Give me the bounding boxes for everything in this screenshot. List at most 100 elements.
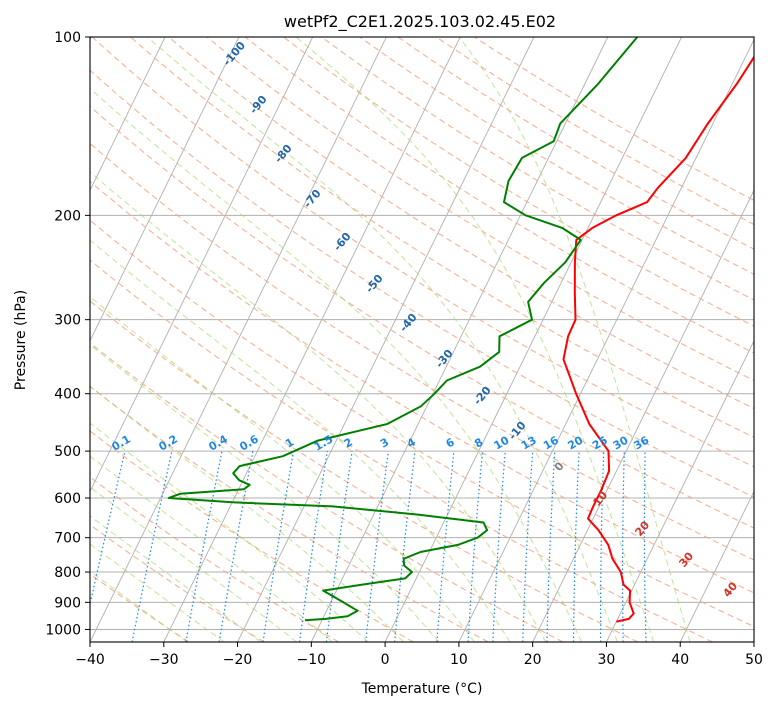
- y-tick-label: 200: [54, 208, 81, 224]
- x-tick-label: 40: [671, 652, 689, 668]
- dry-adiabat-label: -30: [433, 347, 456, 371]
- mixing-ratio-line: [366, 451, 389, 642]
- mixing-ratio-label: 20: [565, 433, 585, 452]
- moist-adiabat-line: [0, 37, 546, 642]
- moist-adiabat-line: [459, 37, 690, 642]
- dry-adiabat-line: [398, 37, 775, 642]
- y-tick-label: 900: [54, 595, 81, 611]
- moist-adiabat-line: [0, 37, 260, 642]
- mixing-ratio-label: 0.1: [110, 433, 133, 454]
- moist-adiabat-line: [0, 37, 510, 642]
- dry-adiabat-line: [0, 37, 775, 642]
- x-tick-label: −40: [75, 652, 105, 668]
- x-tick-label: 20: [524, 652, 542, 668]
- y-axis-label: Pressure (hPa): [13, 290, 29, 390]
- y-tick-label: 1000: [45, 622, 81, 638]
- moist-adiabat-label: 40: [720, 579, 740, 599]
- mixing-ratio-label: 16: [541, 433, 561, 452]
- profile-layer: [169, 37, 767, 622]
- x-tick-label: −30: [149, 652, 179, 668]
- mixing-ratio-label: 36: [632, 433, 652, 452]
- moist-adiabat-label: 30: [676, 549, 696, 569]
- moist-adiabat-line: [0, 37, 368, 642]
- dry-adiabat-line: [0, 37, 775, 642]
- mixing-ratio-label: 2: [342, 436, 355, 451]
- mixing-ratio-line: [468, 451, 482, 642]
- moist-adiabat-line: [147, 37, 617, 642]
- dry-adiabat-label: -20: [471, 384, 494, 408]
- moist-adiabat-line: [0, 37, 404, 642]
- x-tick-label: 50: [745, 652, 763, 668]
- dry-adiabat-line: [0, 37, 264, 642]
- dry-adiabat-label: -90: [247, 93, 270, 117]
- y-tick-label: 400: [54, 387, 81, 403]
- x-tick-label: −20: [223, 652, 253, 668]
- mixing-ratio-line: [601, 451, 604, 642]
- y-tick-label: 100: [54, 30, 81, 46]
- dry-adiabat-line: [0, 37, 488, 642]
- y-tick-label: 600: [54, 491, 81, 507]
- dry-adiabat-line: [0, 37, 563, 642]
- mixing-ratio-line: [132, 451, 172, 642]
- mixing-ratio-label: 4: [405, 435, 418, 450]
- y-tick-label: 300: [54, 313, 81, 329]
- isotherm-line: [16, 37, 313, 642]
- isotherm-line: [606, 37, 775, 642]
- mixing-ratio-line: [219, 451, 253, 642]
- mixing-ratio-line: [493, 451, 505, 642]
- dry-adiabat-line: [245, 37, 775, 642]
- temperature-profile-line: [564, 37, 768, 622]
- isotherm-line: [459, 37, 755, 642]
- plot-background-layer: [0, 37, 775, 642]
- mixing-ratio-label: 13: [519, 434, 539, 453]
- chart-title: wetPf2_C2E1.2025.103.02.45.E02: [284, 12, 556, 32]
- dry-adiabat-line: [0, 37, 713, 642]
- x-tick-label: −10: [297, 652, 327, 668]
- mixing-ratio-line: [547, 451, 555, 642]
- dry-adiabat-line: [207, 37, 775, 642]
- moist-adiabat-line: [296, 37, 654, 642]
- dry-adiabat-line: [322, 37, 775, 642]
- dry-adiabat-label: -50: [363, 272, 386, 296]
- mixing-ratio-line: [186, 451, 222, 642]
- x-tick-label: 0: [381, 652, 390, 668]
- dry-adiabat-label: -60: [331, 230, 354, 254]
- dry-adiabat-line: [16, 37, 775, 642]
- moist-adiabat-label: 20: [632, 518, 652, 538]
- isotherm-line: [311, 37, 608, 642]
- y-tick-label: 800: [54, 565, 81, 581]
- moist-adiabat-line: [0, 37, 439, 642]
- mixing-ratio-line: [82, 451, 125, 642]
- isotherm-line: [533, 37, 775, 642]
- moist-adiabat-label: 0: [552, 459, 567, 473]
- dry-adiabat-label: -80: [272, 142, 295, 166]
- dry-adiabat-line: [283, 37, 775, 642]
- moist-adiabat-line: [0, 37, 474, 642]
- mixing-ratio-line: [263, 451, 294, 642]
- y-tick-label: 700: [54, 531, 81, 547]
- mixing-ratio-label: 0.4: [207, 432, 231, 453]
- mixing-ratio-label: 3: [378, 436, 391, 451]
- mixing-ratio-line: [395, 451, 415, 642]
- mixing-ratio-line: [300, 451, 328, 642]
- dry-adiabat-label: -100: [220, 39, 248, 69]
- isotherm-line: [164, 37, 460, 642]
- mixing-ratio-label: 0.2: [156, 433, 179, 454]
- mixing-ratio-line: [623, 451, 625, 642]
- x-tick-label: 10: [450, 652, 468, 668]
- mixing-ratio-label: 6: [444, 435, 457, 450]
- dry-adiabat-line: [0, 37, 775, 642]
- moist-adiabat-line: [0, 37, 297, 642]
- mixing-ratio-line: [326, 451, 352, 642]
- moist-adiabat-line: [0, 37, 224, 642]
- x-tick-label: 30: [598, 652, 616, 668]
- mixing-ratio-line: [574, 451, 580, 642]
- x-axis-label: Temperature (°C): [361, 681, 483, 697]
- dry-adiabat-label: -40: [397, 311, 420, 335]
- dry-adiabat-line: [474, 37, 775, 642]
- dry-adiabat-line: [0, 37, 339, 642]
- isotherm-line: [754, 37, 775, 642]
- y-tick-label: 500: [54, 444, 81, 460]
